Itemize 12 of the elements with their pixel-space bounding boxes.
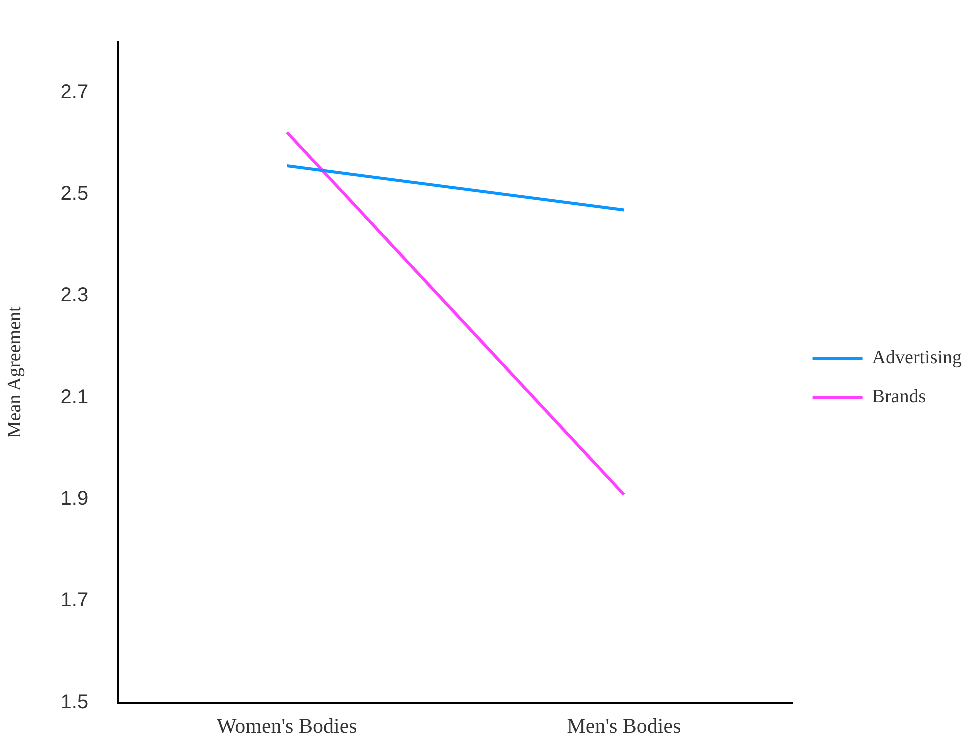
y-tick-label: 2.5 — [60, 183, 89, 206]
y-tick-label: 2.3 — [60, 284, 89, 307]
y-tick-label: 1.7 — [60, 590, 89, 612]
legend-label: Advertising — [872, 347, 962, 368]
x-tick-label: Women's Bodies — [216, 714, 358, 738]
y-tick-label: 2.1 — [60, 386, 89, 408]
y-tick-label: 1.5 — [60, 691, 89, 714]
x-tick-label: Men's Bodies — [567, 714, 682, 738]
y-axis-title: Mean Agreement — [4, 306, 26, 438]
y-tick-label: 2.7 — [60, 81, 89, 104]
y-tick-label: 1.9 — [60, 488, 89, 510]
legend-label: Brands — [872, 386, 926, 408]
